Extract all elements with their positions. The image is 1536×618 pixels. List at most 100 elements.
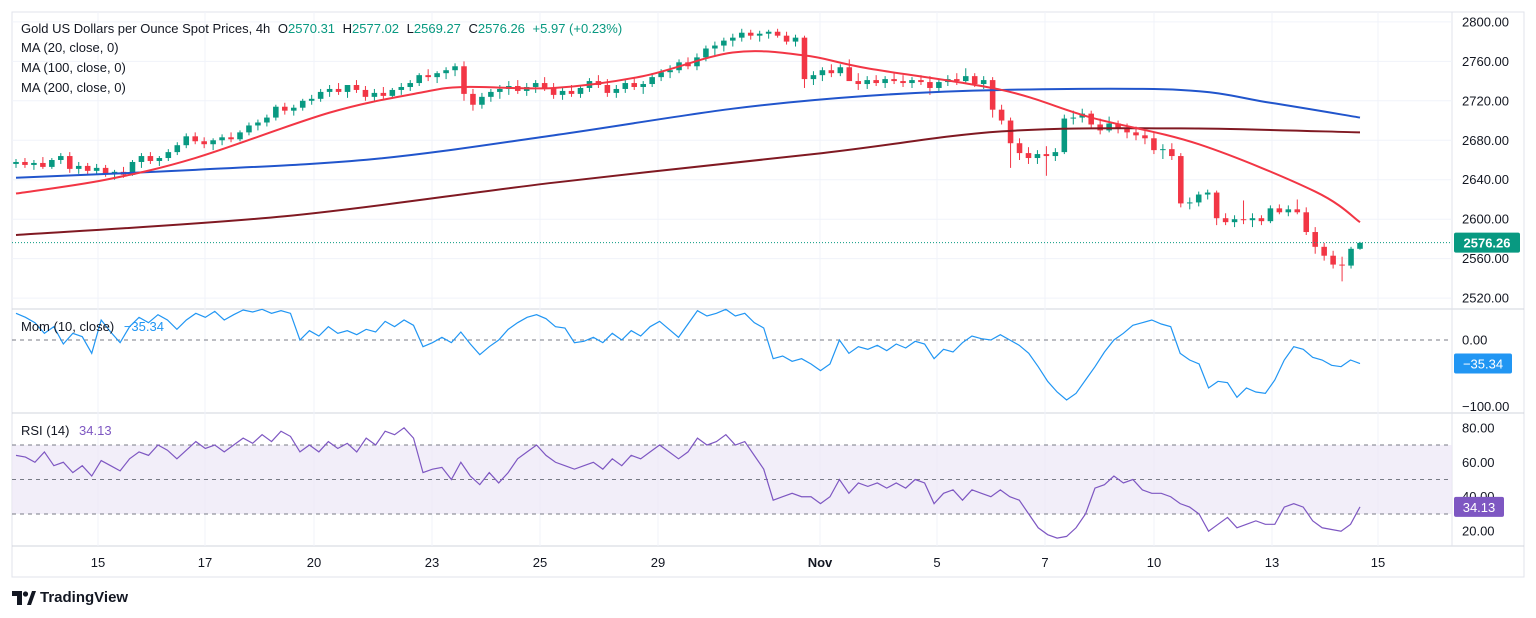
candle-body (183, 136, 190, 146)
candle-body (989, 80, 996, 110)
candle-body (1169, 149, 1175, 157)
candle-body (1330, 255, 1336, 265)
candle (407, 80, 414, 91)
high-label: H (342, 21, 353, 36)
candle-body (936, 82, 942, 88)
candle (138, 153, 145, 168)
candle (765, 29, 772, 39)
time-tick-label: 7 (1041, 555, 1048, 570)
candle-body (1034, 154, 1041, 159)
open-value: 2570.31 (288, 21, 336, 36)
candle (550, 83, 557, 99)
candle (864, 76, 870, 89)
candle-body (864, 80, 870, 85)
candle-body (138, 156, 145, 162)
candle-body (747, 32, 754, 36)
candle-body (792, 37, 799, 42)
candle (882, 76, 888, 88)
candle-body (559, 90, 566, 95)
candle-body (1007, 120, 1014, 144)
price-tick-label: 2800.00 (1462, 14, 1509, 29)
candle-body (613, 88, 620, 93)
low-label: L (406, 21, 414, 36)
rsi-label: RSI (14) (21, 423, 70, 438)
time-tick-label: 10 (1147, 555, 1161, 570)
candle-body (1204, 192, 1211, 195)
candle-body (156, 158, 163, 161)
candle-body (264, 117, 270, 123)
candle-body (1160, 149, 1166, 151)
candle (532, 80, 539, 93)
rsi-value: 34.13 (79, 423, 112, 438)
candle (470, 88, 476, 111)
high-value: 2577.02 (352, 21, 400, 36)
candle-body (730, 37, 736, 41)
candle (84, 162, 91, 175)
candle (1169, 143, 1175, 160)
candle-body (326, 88, 333, 92)
candle-body (273, 106, 279, 118)
rsi-badge (1454, 496, 1504, 517)
rsi-line (15, 426, 1361, 539)
candle-body (801, 37, 808, 80)
candle (1016, 138, 1023, 160)
low-value: 2569.27 (413, 21, 461, 36)
candle (326, 85, 333, 97)
candle-body (1267, 208, 1274, 222)
candle (1195, 191, 1202, 207)
symbol-title: Gold US Dollars per Ounce Spot Prices, 4… (21, 21, 271, 36)
candle-body (1151, 138, 1157, 151)
candle-body (416, 75, 422, 84)
mom-badge-text: −35.34 (1463, 357, 1503, 372)
candle-body (738, 32, 745, 38)
tradingview-brand: TradingView (40, 589, 129, 606)
candle-body (712, 45, 718, 49)
candle-body (290, 107, 297, 111)
candle (228, 132, 234, 143)
candle-body (971, 76, 978, 85)
candle (49, 158, 55, 169)
candle-body (479, 96, 485, 105)
candle (362, 86, 369, 101)
candle (1285, 205, 1292, 217)
candle-body (541, 83, 548, 88)
candle-body (649, 77, 655, 85)
candle (1321, 242, 1327, 261)
candle (75, 161, 82, 174)
candle-body (962, 76, 969, 82)
candle (434, 71, 440, 84)
candle (93, 163, 100, 174)
ma200-legend: MA (200, close, 0) (21, 80, 126, 95)
candle-body (443, 70, 449, 74)
candle-body (246, 125, 252, 133)
candle (317, 88, 324, 102)
candle-body (846, 67, 853, 82)
candle (873, 75, 879, 86)
candle (792, 34, 799, 47)
candle-body (1016, 143, 1023, 154)
candle-body (1178, 156, 1184, 204)
candle-body (102, 167, 109, 174)
tradingview-logo[interactable]: TradingView (12, 589, 128, 606)
candle-body (255, 122, 261, 126)
candle-body (667, 70, 673, 73)
candle-body (828, 70, 835, 74)
candle-body (66, 156, 73, 169)
candle (1303, 207, 1310, 235)
candle (891, 73, 897, 85)
mom-tick-label: 0.00 (1462, 333, 1487, 348)
candle-body (721, 40, 727, 46)
candle (246, 122, 252, 136)
candle (613, 85, 620, 98)
candle-body (918, 80, 924, 83)
candle-body (703, 48, 709, 58)
candle (855, 73, 862, 90)
candle (1276, 204, 1283, 215)
rsi-tick-label: 60.00 (1462, 455, 1495, 470)
price-legend: Gold US Dollars per Ounce Spot Prices, 4… (21, 21, 622, 37)
candle-body (129, 161, 136, 175)
candle-body (873, 80, 879, 84)
candle-body (998, 109, 1005, 121)
candle (667, 65, 673, 79)
candle (649, 73, 655, 87)
